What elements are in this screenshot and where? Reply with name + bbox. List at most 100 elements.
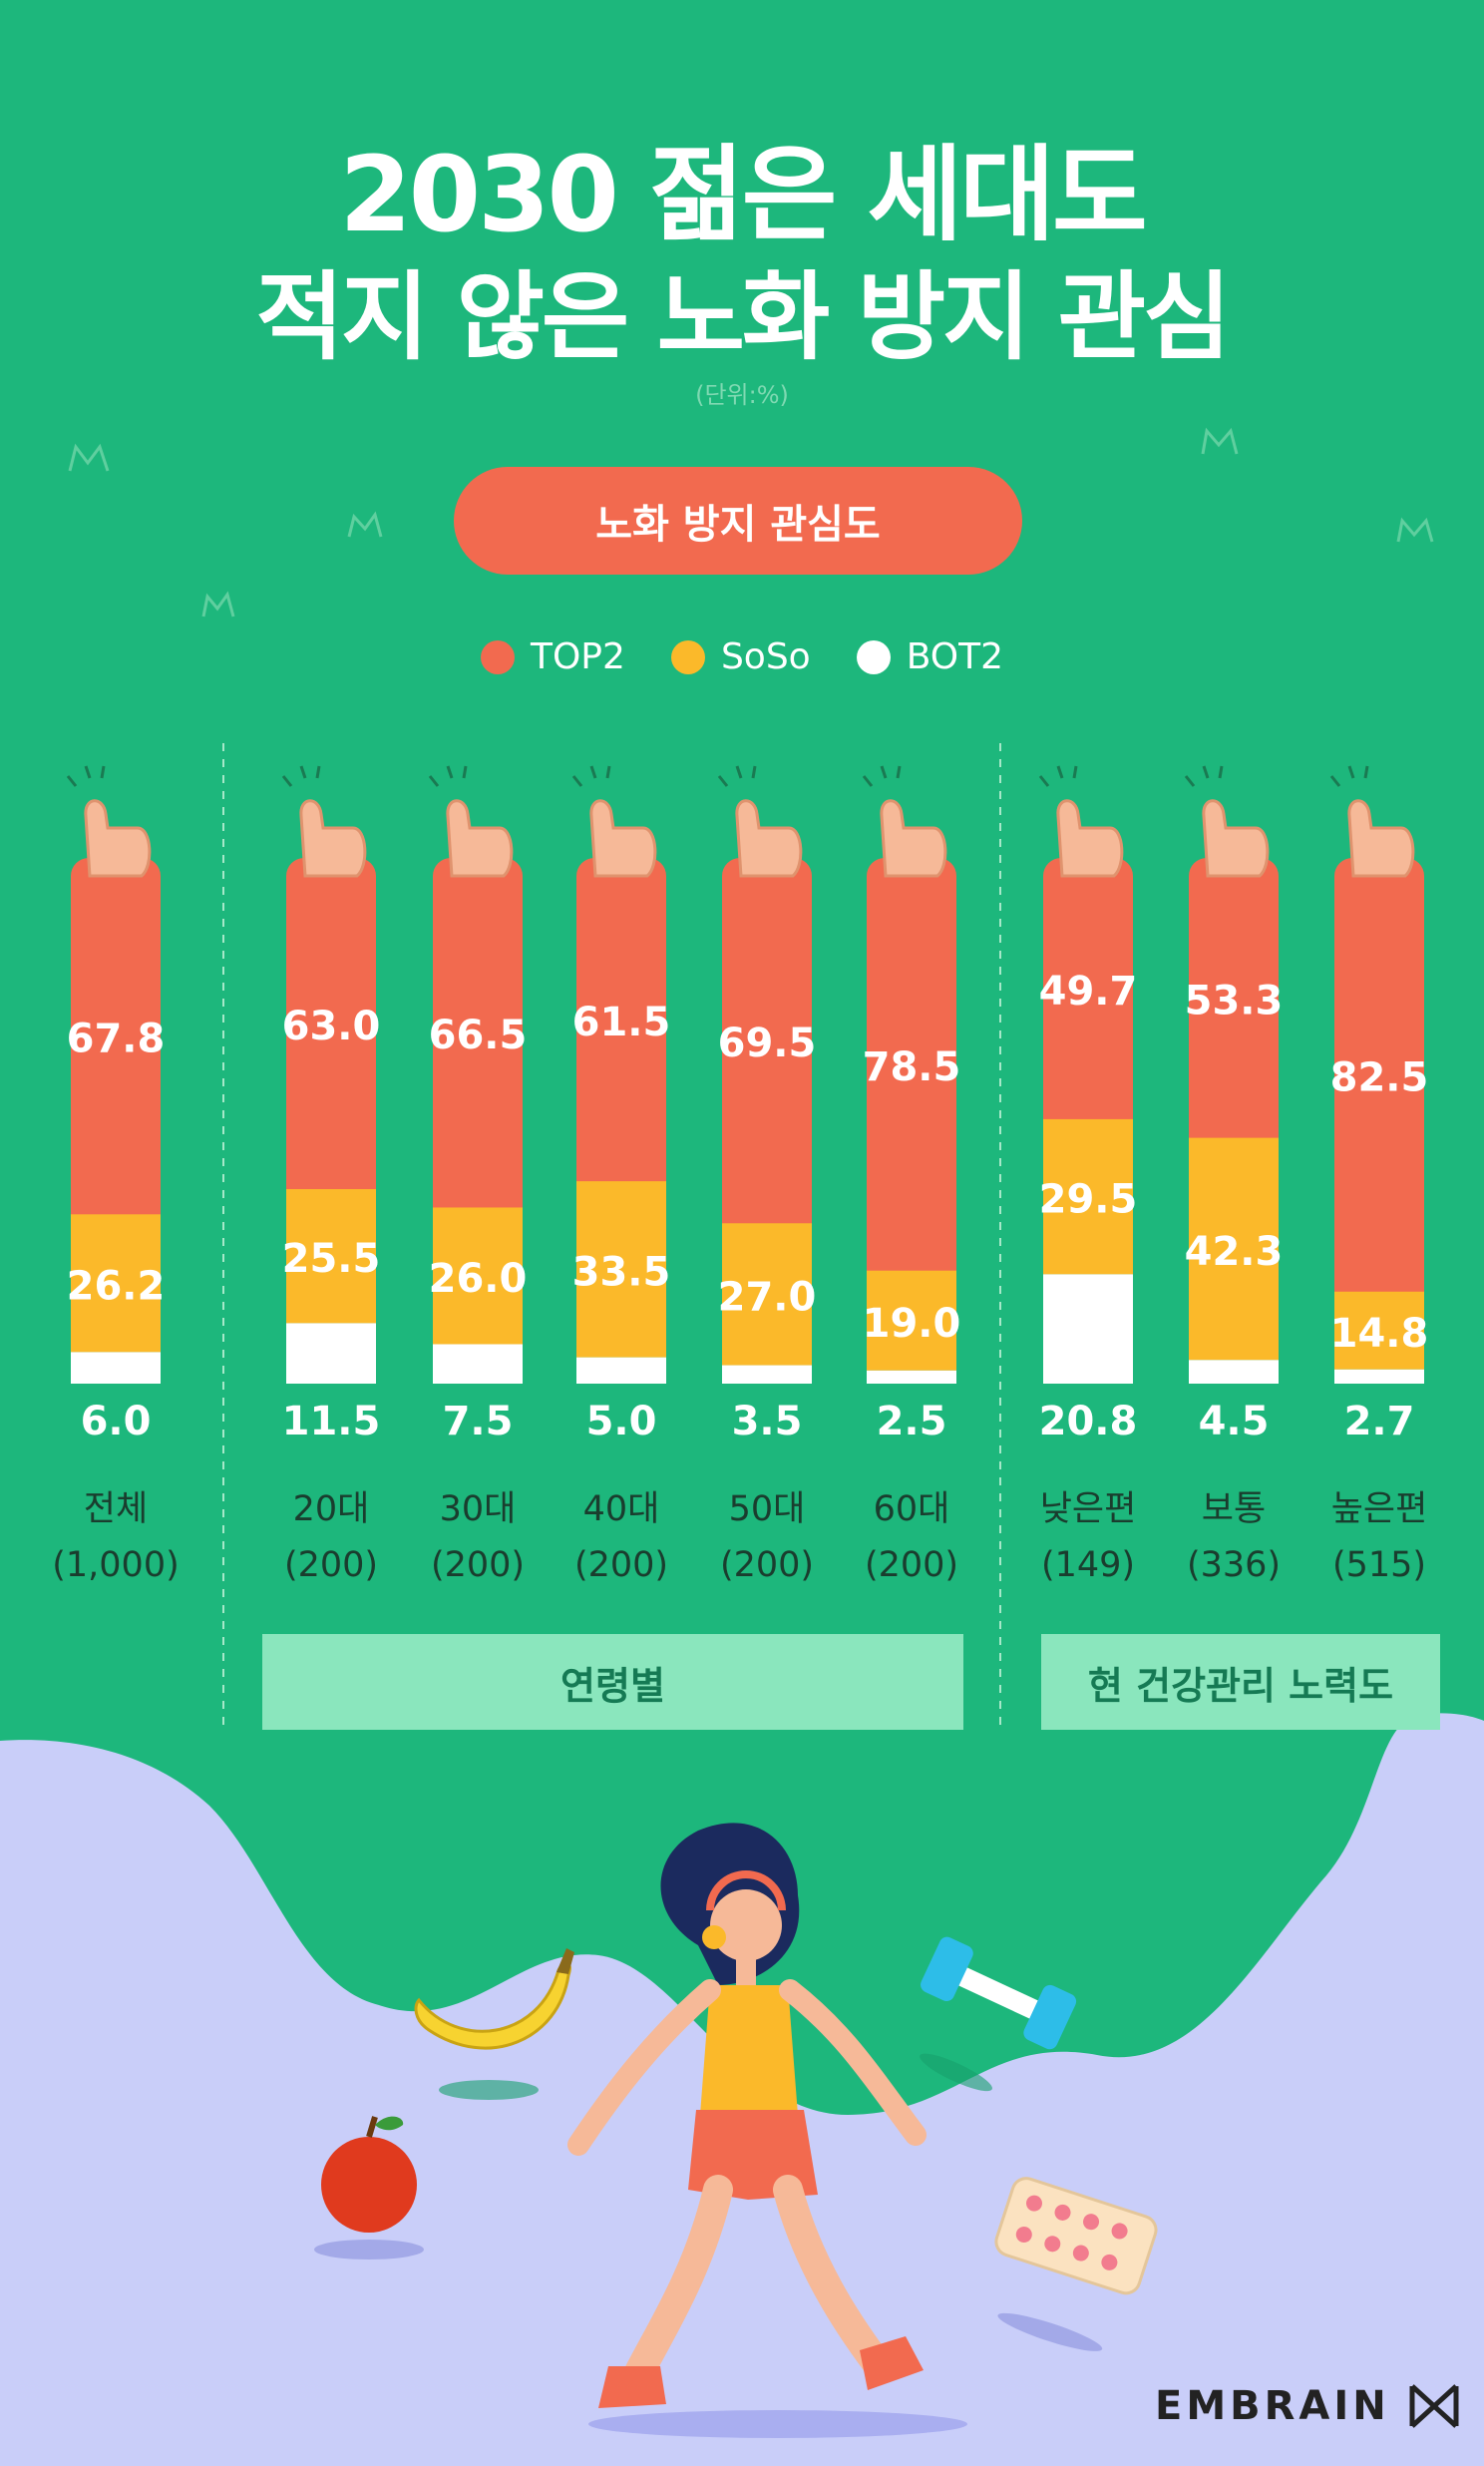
sample-size-label: (515) [1332,1545,1426,1585]
thumbs-up-icon [862,765,947,878]
bar-top2 [867,858,956,1311]
category-label: 보통 [1202,1489,1266,1529]
bar-bot2 [1189,1360,1279,1384]
value-label-bot2: 2.5 [877,1399,947,1444]
legend-label: BOT2 [906,636,1003,677]
sample-size-label: (200) [865,1545,958,1585]
bar-bot2 [576,1357,666,1384]
banana-icon [414,1948,574,2100]
value-label-bot2: 3.5 [732,1399,803,1444]
category-label: 50대 [729,1489,806,1529]
legend-label: SoSo [720,636,811,677]
legend-item-soso: SoSo [670,636,811,677]
category-label: 낮은편 [1040,1489,1137,1529]
sample-size-label: (200) [284,1545,378,1585]
value-label-bot2: 6.0 [81,1399,152,1444]
value-label-soso: 26.2 [67,1263,166,1309]
title-line-2-bold: 노화 방지 관심 [656,261,1232,373]
bar-soso [1334,1291,1424,1370]
thumbs-up-icon [428,765,514,878]
title-line-2-regular: 적지 않은 [255,261,657,373]
bar-top2 [1334,858,1424,1332]
bar-bot2 [71,1352,161,1384]
bar-soso [867,1270,956,1371]
category-label: 60대 [874,1489,950,1529]
bar-top2 [433,858,523,1248]
thumbs-up-icon [1038,765,1124,878]
title-line-2: 적지 않은 노화 방지 관심 [0,239,1484,378]
sample-size-label: (336) [1187,1545,1281,1585]
bar-soso [1189,1137,1279,1361]
value-label-bot2: 11.5 [282,1399,381,1444]
bar-soso [1043,1118,1133,1275]
value-label-soso: 25.5 [282,1236,381,1282]
bar-bot2 [286,1323,376,1384]
thumbs-up-icon [571,765,657,878]
bar-top2 [71,858,161,1255]
value-label-bot2: 7.5 [443,1399,514,1444]
value-label-top2: 53.3 [1185,978,1284,1024]
category-label: 20대 [293,1489,370,1529]
legend-item-bot2: BOT2 [856,636,1003,677]
dumbbell-icon [920,1936,1077,2092]
thumbs-up-icon [1184,765,1270,878]
apple-icon [314,2116,424,2260]
legend-label: TOP2 [530,636,625,677]
value-label-bot2: 4.5 [1199,1399,1270,1444]
title-line-1: 2030 젊은 세대도 [339,134,1147,255]
bar-top2 [1043,858,1133,1159]
bar-bot2 [867,1370,956,1384]
value-label-bot2: 5.0 [586,1399,657,1444]
sample-size-label: (149) [1041,1545,1135,1585]
value-label-soso: 27.0 [718,1274,817,1320]
sample-size-label: (200) [720,1545,814,1585]
legend-dot-icon [856,639,891,674]
thumbs-up-icon [281,765,367,878]
thumbs-up-icon [717,765,803,878]
sample-size-label: (1,000) [52,1545,180,1585]
value-label-top2: 61.5 [572,1000,671,1045]
category-label: 30대 [440,1489,517,1529]
bar-bot2 [433,1344,523,1384]
bar-soso [576,1181,666,1358]
stacked-bar-chart: 67.8 26.2 6.0 전체 (1,000) 63.0 25.5 11.5 20대 (200)… [52,765,1429,1585]
value-label-top2: 78.5 [863,1044,961,1090]
bar-bot2 [722,1365,812,1384]
bar-bot2 [1043,1274,1133,1384]
unit-label: (단위:%) [695,381,789,409]
value-label-soso: 19.0 [863,1301,961,1347]
value-label-bot2: 2.7 [1344,1399,1415,1444]
brand-name: EMBRAIN [1155,2383,1390,2429]
sample-size-label: (200) [431,1545,525,1585]
legend-dot-icon [480,639,515,674]
value-label-soso: 29.5 [1039,1177,1138,1223]
bar-soso [433,1207,523,1345]
value-label-top2: 69.5 [718,1021,817,1066]
group-label-age: 연령별 [262,1634,963,1730]
bar-soso [722,1223,812,1366]
category-label: 높은편 [1331,1489,1428,1529]
category-label: 40대 [583,1489,660,1529]
brand-logo: EMBRAIN [1155,2382,1460,2430]
value-label-top2: 63.0 [282,1004,381,1049]
value-label-top2: 82.5 [1330,1054,1429,1100]
thumbs-up-icon [1329,765,1415,878]
value-label-soso: 42.3 [1185,1229,1284,1275]
value-label-soso: 26.0 [429,1256,528,1302]
section-pill: 노화 방지 관심도 [454,467,1022,575]
bar-top2 [286,858,376,1230]
walking-woman-illustration [567,1823,967,2438]
bar-bot2 [1334,1369,1424,1384]
group-label-health-effort: 현 건강관리 노력도 [1041,1634,1440,1730]
bar-soso [71,1214,161,1353]
thumbs-up-icon [66,765,152,878]
sample-size-label: (200) [574,1545,668,1585]
legend: TOP2 SoSo BOT2 [0,636,1484,677]
grass-decorations [68,427,1434,617]
category-label: 전체 [84,1489,148,1529]
legend-dot-icon [670,639,705,674]
bar-soso [286,1189,376,1324]
brand-mark-icon [1409,2384,1459,2428]
value-label-soso: 33.5 [572,1249,671,1295]
